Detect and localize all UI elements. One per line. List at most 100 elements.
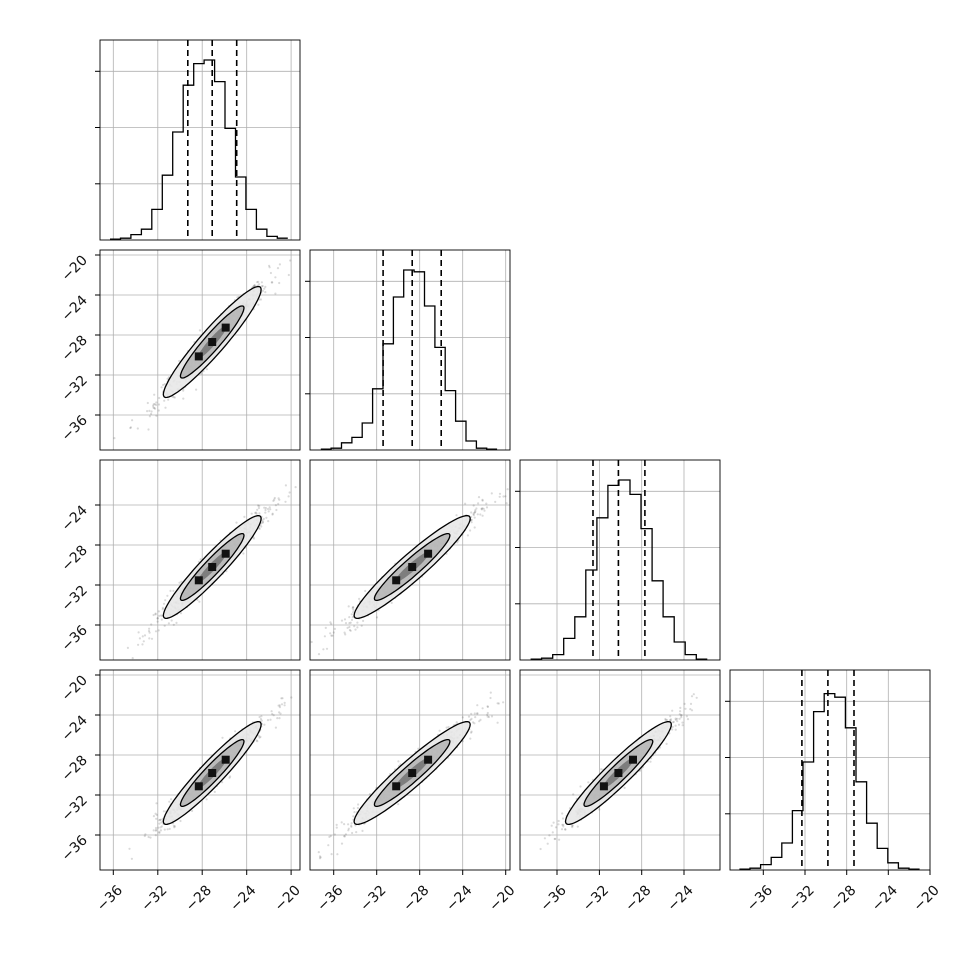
sample-point — [257, 303, 260, 306]
sample-point — [153, 403, 156, 406]
sample-point — [347, 829, 350, 832]
sample-point — [255, 511, 258, 514]
sample-point — [195, 388, 198, 391]
sample-point — [685, 715, 689, 718]
scatter-panel-3-1 — [309, 669, 511, 871]
sample-point — [155, 401, 158, 404]
sample-point — [264, 508, 267, 512]
sample-point — [331, 634, 334, 637]
sample-point — [472, 721, 475, 724]
sample-point — [278, 263, 281, 266]
panel-frame — [519, 459, 721, 661]
sample-point — [260, 719, 263, 722]
sample-point — [397, 760, 400, 763]
panel-body — [310, 670, 510, 870]
sample-point — [162, 602, 166, 605]
density-peak — [208, 563, 217, 571]
sample-point — [481, 707, 484, 710]
sample-point — [263, 723, 266, 726]
sample-point — [130, 857, 133, 860]
sample-point — [196, 598, 199, 602]
sample-point — [277, 502, 280, 506]
sample-point — [155, 817, 158, 820]
sample-point — [255, 512, 258, 515]
sample-point — [447, 725, 450, 729]
sample-point — [348, 616, 351, 619]
sample-point — [278, 281, 281, 285]
density-peak — [408, 563, 417, 571]
sample-point — [476, 513, 479, 516]
x-tick-label: −32 — [138, 882, 170, 914]
sample-point — [147, 629, 151, 633]
sample-point — [469, 718, 472, 722]
sample-point — [348, 622, 351, 625]
sample-point — [479, 718, 482, 722]
sample-point — [163, 399, 166, 402]
sample-point — [158, 830, 161, 834]
sample-point — [461, 716, 464, 719]
sample-point — [324, 626, 327, 630]
panel-body — [100, 670, 300, 870]
sample-point — [445, 726, 448, 729]
y-tick-label: −28 — [59, 543, 91, 575]
sample-point — [330, 634, 333, 637]
sample-point — [473, 722, 476, 725]
sample-point — [438, 729, 441, 732]
sample-point — [283, 704, 286, 707]
sample-point — [571, 824, 574, 827]
sample-point — [328, 835, 331, 839]
sample-point — [480, 508, 483, 511]
sample-point — [273, 498, 276, 501]
sample-point — [258, 512, 261, 515]
sample-point — [557, 819, 560, 823]
sample-point — [554, 826, 558, 829]
sample-point — [168, 800, 171, 803]
sample-point — [349, 629, 352, 632]
sample-point — [274, 276, 277, 279]
sample-point — [678, 713, 681, 716]
y-tick-label: −28 — [59, 333, 91, 365]
sample-point — [348, 625, 351, 629]
sample-point — [154, 630, 158, 633]
sample-point — [690, 695, 694, 698]
sample-point — [158, 819, 161, 822]
sample-point — [539, 847, 542, 851]
sample-point — [350, 824, 353, 827]
sample-point — [600, 768, 603, 771]
sample-point — [318, 857, 322, 860]
density-peak — [208, 769, 217, 777]
sample-point — [562, 823, 565, 826]
sample-point — [256, 281, 259, 284]
density-peak — [194, 782, 203, 791]
sample-point — [141, 643, 144, 646]
sample-point — [496, 702, 499, 705]
sample-point — [156, 620, 159, 623]
sample-point — [261, 284, 264, 288]
sample-point — [587, 781, 590, 784]
sample-point — [163, 828, 166, 831]
sample-point — [269, 718, 272, 721]
panel-frame — [729, 669, 931, 871]
sample-point — [284, 484, 287, 487]
x-tick-label: −20 — [911, 882, 943, 914]
sample-point — [129, 426, 132, 429]
sample-point — [278, 711, 281, 714]
histogram-steps — [320, 269, 498, 450]
sample-point — [160, 618, 163, 621]
sample-point — [355, 831, 358, 834]
sample-point — [480, 507, 483, 510]
sample-point — [152, 815, 155, 818]
sample-point — [487, 715, 490, 719]
sample-point — [294, 486, 297, 489]
sample-point — [375, 616, 379, 619]
sample-point — [476, 704, 479, 707]
sample-point — [344, 622, 348, 625]
sample-point — [278, 498, 281, 501]
sample-point — [548, 834, 551, 837]
sample-point — [479, 513, 482, 516]
sample-point — [155, 828, 158, 832]
sample-point — [280, 697, 283, 700]
density-peak — [599, 782, 608, 791]
sample-point — [261, 521, 264, 524]
sample-point — [198, 600, 201, 603]
